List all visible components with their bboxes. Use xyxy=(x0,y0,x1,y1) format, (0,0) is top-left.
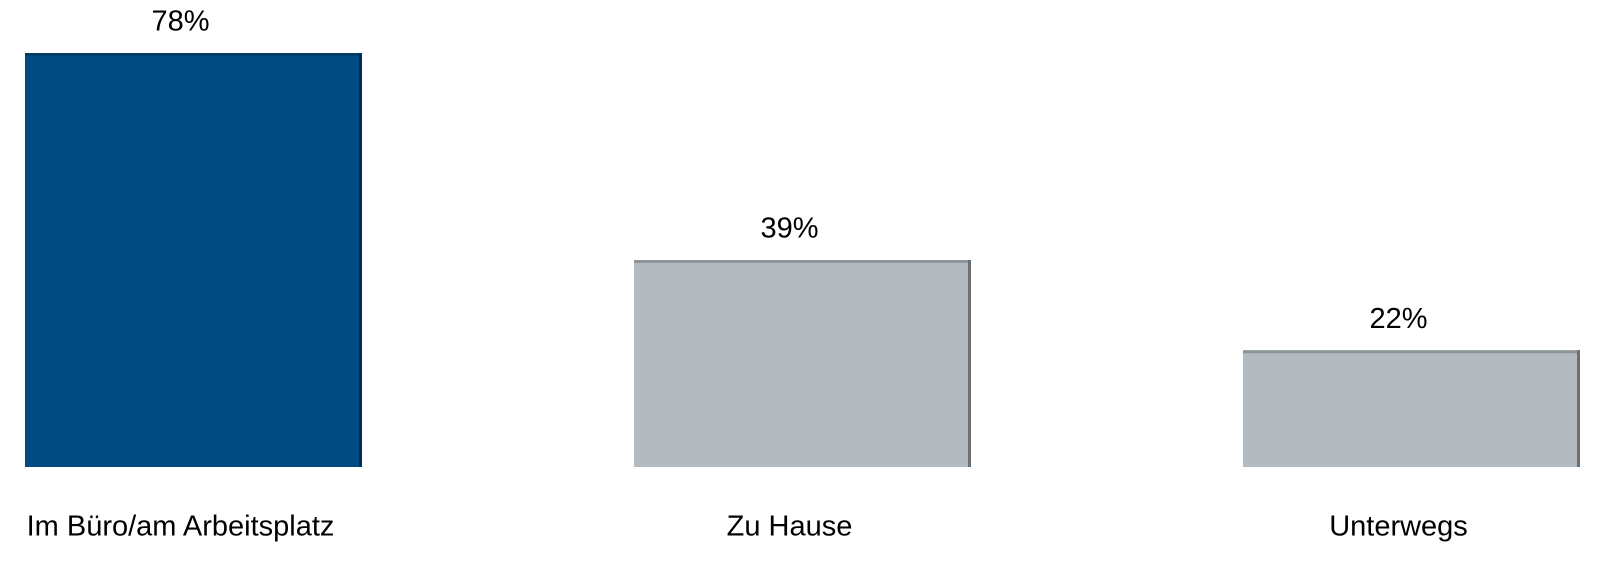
value-label: 78% xyxy=(151,6,209,38)
bar-top-edge xyxy=(25,53,362,56)
category-label: Zu Hause xyxy=(727,511,853,543)
bar xyxy=(25,53,362,467)
bar-side-edge xyxy=(968,260,971,467)
bar-side-edge xyxy=(1577,350,1580,467)
bar xyxy=(634,260,971,467)
bar-top-edge xyxy=(634,260,971,263)
bar-side-edge xyxy=(359,53,362,467)
category-label: Unterwegs xyxy=(1329,511,1468,543)
value-label: 39% xyxy=(760,213,818,245)
category-label: Im Büro/am Arbeitsplatz xyxy=(27,511,335,543)
bar-top-edge xyxy=(1243,350,1580,354)
bar xyxy=(1243,350,1580,467)
value-label: 22% xyxy=(1369,303,1427,335)
